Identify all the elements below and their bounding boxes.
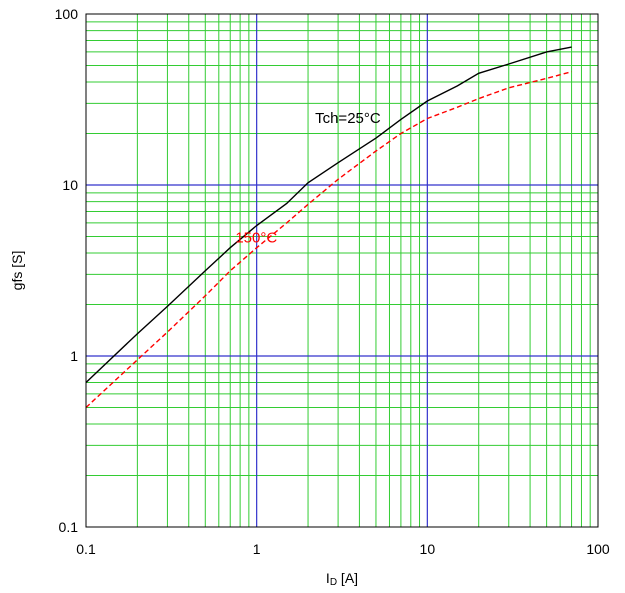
- grid: [86, 14, 598, 527]
- y-tick-label: 0.1: [59, 519, 79, 535]
- series-annotation: Tch=25°C: [315, 110, 381, 127]
- x-axis-label-sub: D: [330, 577, 337, 588]
- series-annotation: 150°C: [235, 230, 277, 247]
- x-tick-labels: 0.1 1 10 100: [76, 541, 610, 557]
- series-line: [85, 46, 572, 384]
- y-tick-label: 10: [62, 177, 78, 193]
- y-tick-labels: 0.1 1 10 100: [55, 6, 79, 535]
- x-tick-label: 100: [586, 541, 610, 557]
- x-axis-label-main: I: [326, 570, 330, 586]
- plot-frame: [85, 13, 599, 528]
- x-tick-label: 1: [253, 541, 261, 557]
- annotations: Tch=25°C 150°C: [235, 110, 381, 247]
- y-tick-label: 1: [70, 348, 78, 364]
- y-tick-label: 100: [55, 6, 79, 22]
- series-line: [85, 71, 572, 409]
- y-axis-label: gfs [S]: [9, 251, 25, 291]
- x-tick-label: 10: [420, 541, 436, 557]
- x-axis-label-unit: [A]: [337, 570, 358, 586]
- x-tick-label: 0.1: [76, 541, 96, 557]
- series-lines: [85, 46, 572, 409]
- x-axis-label: ID [A]: [326, 570, 358, 588]
